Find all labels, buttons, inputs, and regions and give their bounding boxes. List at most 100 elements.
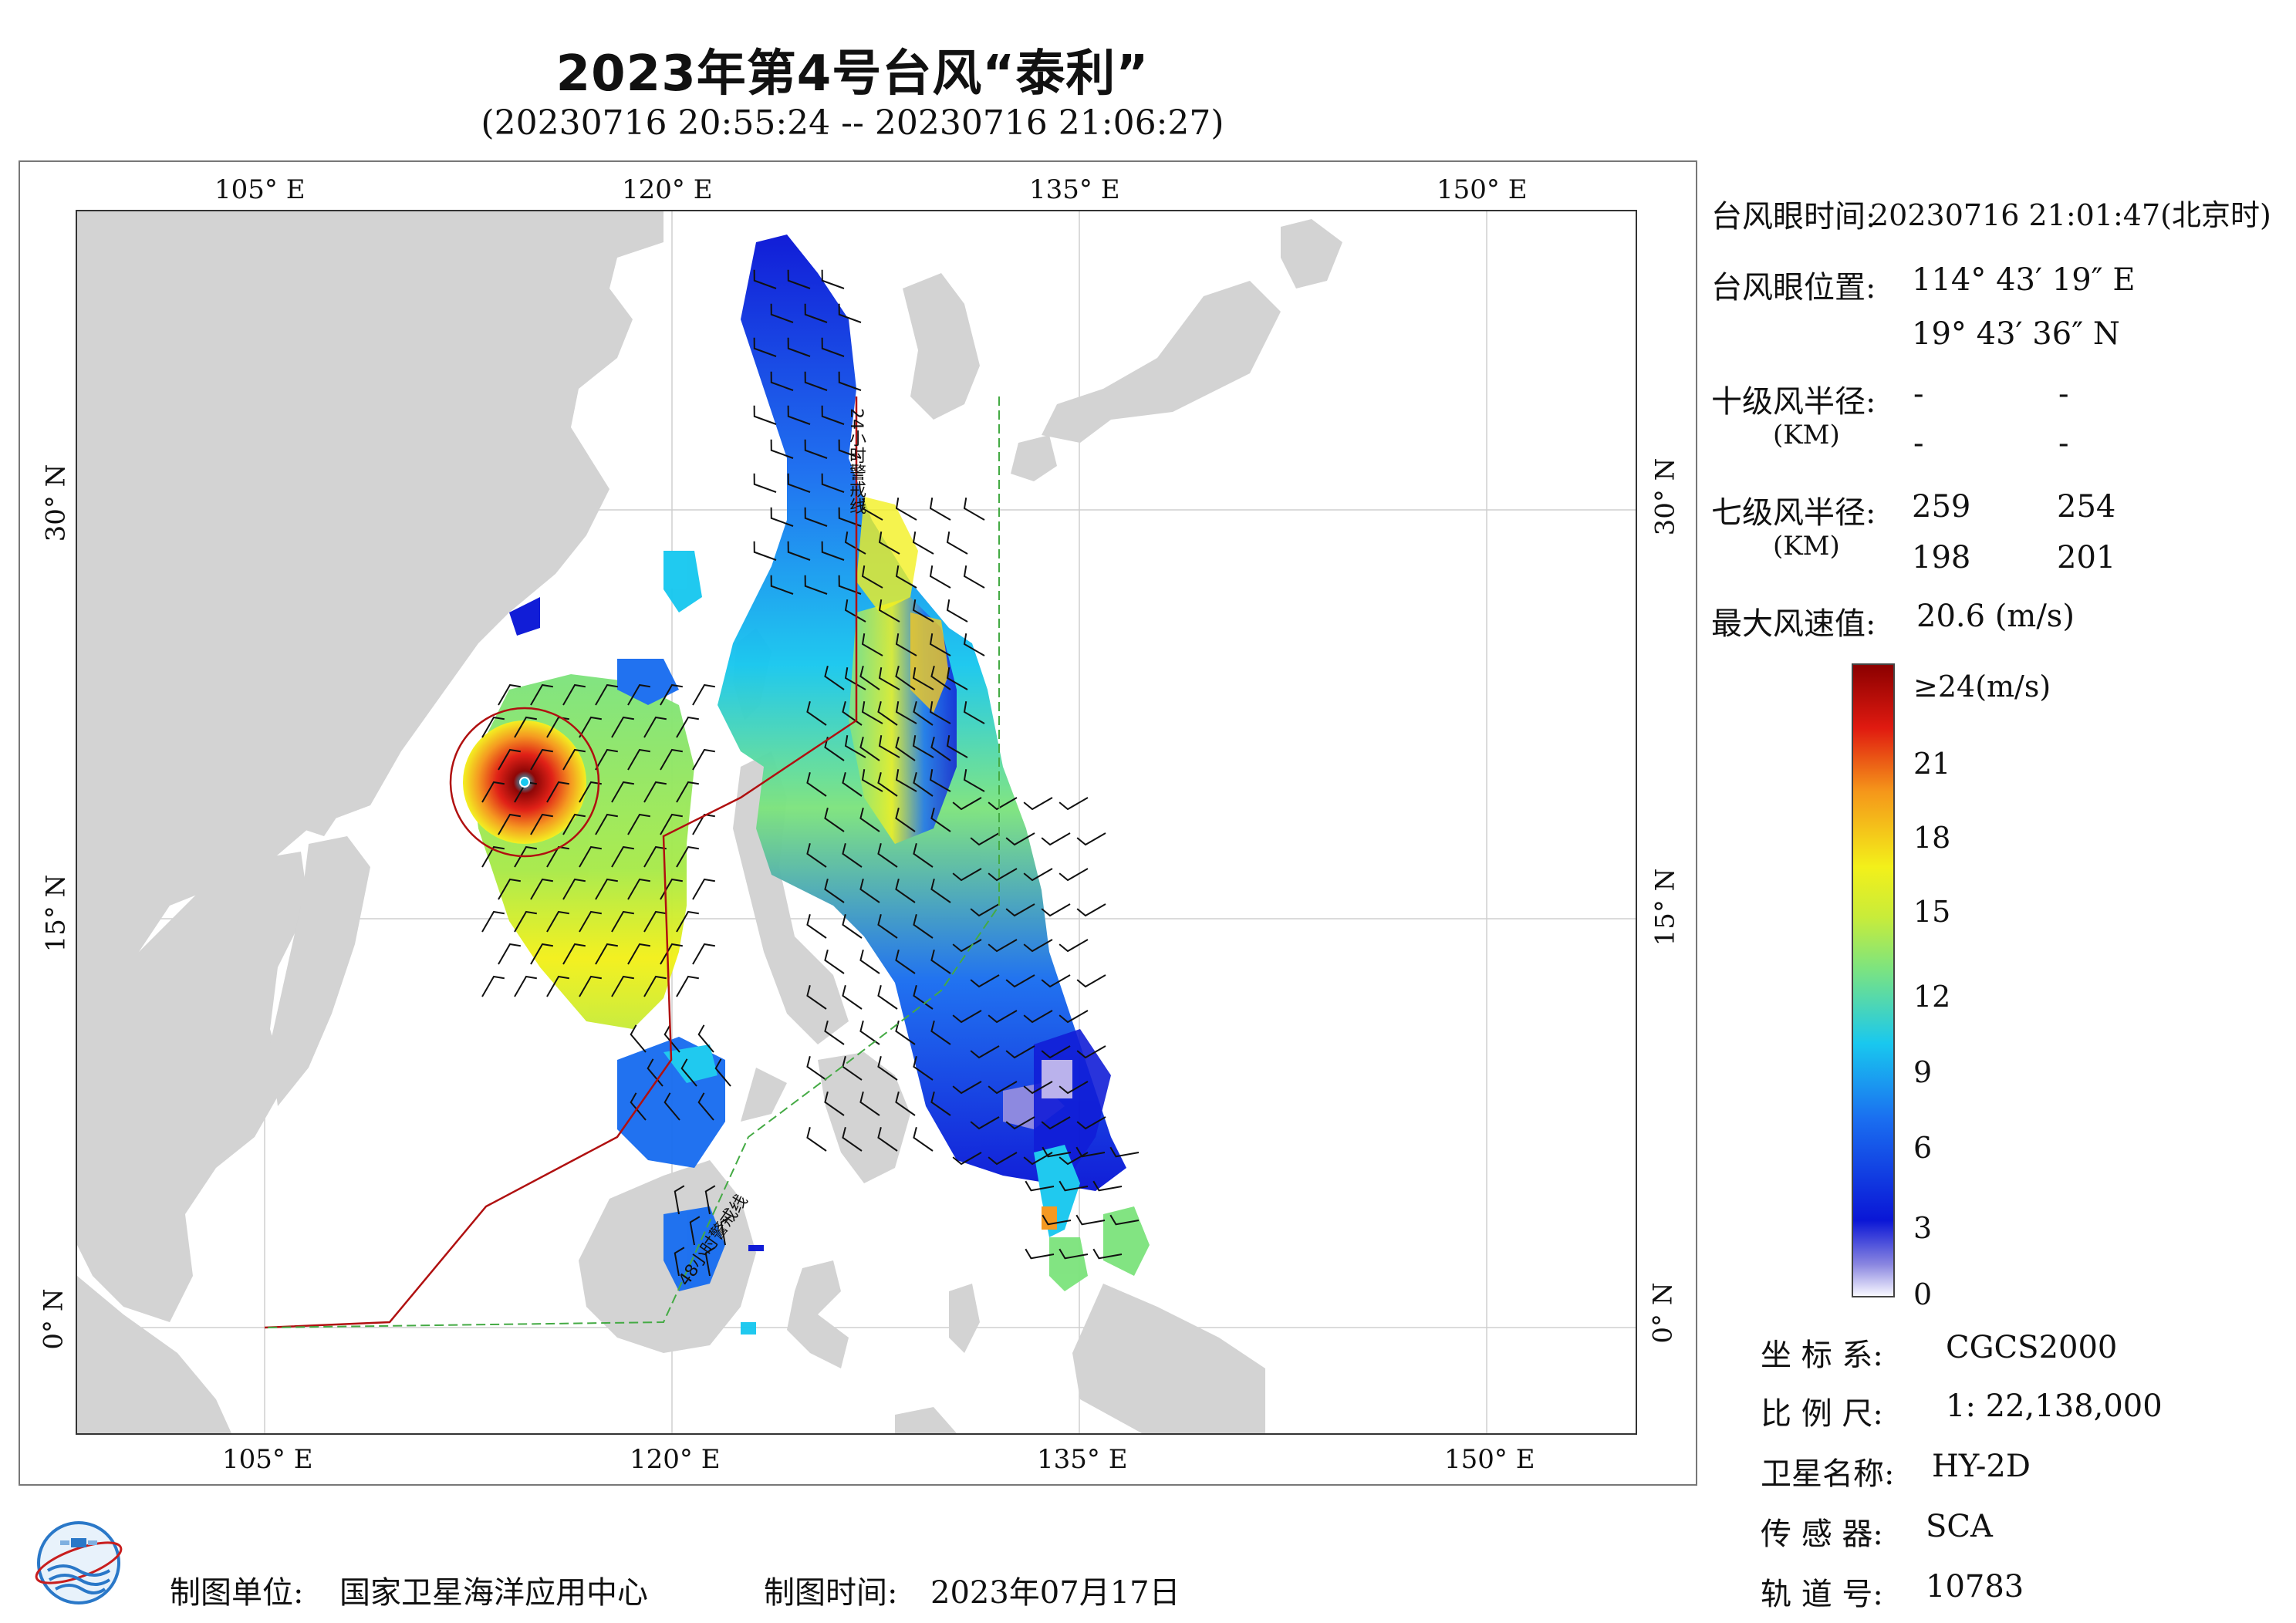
wind-barb xyxy=(838,371,862,391)
wind-barb xyxy=(970,1045,1000,1059)
wind-barb xyxy=(1076,1116,1106,1130)
colorbar-label-0: 0 xyxy=(1913,1277,1933,1311)
wind-barb xyxy=(1023,1081,1053,1095)
wind-barb xyxy=(611,716,634,738)
wind-barb xyxy=(562,748,586,771)
wind-barb xyxy=(824,949,845,974)
wind-barb xyxy=(1023,939,1053,953)
wind-barb xyxy=(530,943,553,965)
eye-time-value: 20230716 21:01:47(北京时) xyxy=(1870,198,2271,232)
wind-barb xyxy=(770,303,794,323)
wind-barb xyxy=(643,716,667,738)
wind-barb xyxy=(877,913,898,939)
wind-barb xyxy=(1059,1081,1089,1095)
typhoon-eye-marker xyxy=(519,777,530,788)
wind-barb xyxy=(861,565,883,589)
wind-barb xyxy=(877,1126,898,1152)
wind-barbs xyxy=(481,269,1140,1277)
wind-barb xyxy=(878,531,900,555)
wind-barb xyxy=(895,807,916,832)
wind-barb xyxy=(498,683,521,706)
wind-barb xyxy=(806,913,827,939)
wind-barb xyxy=(946,735,968,758)
lon-tick-bottom-135: 135° E xyxy=(1037,1444,1128,1475)
wind-barb xyxy=(970,974,1000,988)
colorbar xyxy=(1852,663,1895,1297)
wind-barb xyxy=(963,701,985,724)
nsoas-logo xyxy=(32,1517,125,1609)
wind-barb xyxy=(988,1152,1018,1166)
wind-barb xyxy=(770,575,794,595)
wind-barb xyxy=(988,868,1018,882)
wind-barb xyxy=(660,878,683,900)
date-value: 2023年07月17日 xyxy=(930,1575,1180,1611)
wind-barb xyxy=(498,813,521,835)
eye-time-label: 台风眼时间: xyxy=(1711,199,1876,235)
producer-value: 国家卫星海洋应用中心 xyxy=(339,1575,648,1611)
colorbar-label-15: 15 xyxy=(1913,895,1951,929)
wind-barb xyxy=(498,943,521,965)
wind-barb xyxy=(1041,974,1071,988)
wind-barb xyxy=(643,781,667,803)
wind-barb xyxy=(514,716,537,738)
lon-tick-top-135: 135° E xyxy=(1029,174,1120,205)
wind-barb xyxy=(1076,832,1106,846)
map-subtitle: (20230716 20:55:24 -- 20230716 21:06:27) xyxy=(481,103,1224,143)
wind-barb xyxy=(1041,832,1071,846)
colorbar-label-9: 9 xyxy=(1913,1055,1933,1089)
wind-barb xyxy=(676,975,699,997)
wind-barb xyxy=(676,781,699,803)
wind-barb xyxy=(842,913,863,939)
wind-barb xyxy=(1005,832,1035,846)
wind-barb xyxy=(660,813,683,835)
wind-barb xyxy=(844,667,866,690)
wind-barb xyxy=(806,984,827,1010)
wind-barb xyxy=(1023,1010,1053,1024)
wind-barb xyxy=(930,949,951,974)
wind-barb xyxy=(643,975,667,997)
eye-lon-value: 114° 43′ 19″ E xyxy=(1912,262,2136,298)
wind-barb xyxy=(1023,797,1053,811)
max-wind-label: 最大风速值: xyxy=(1711,606,1876,642)
wind-barb xyxy=(878,667,900,690)
wind-barb xyxy=(1042,1146,1072,1158)
scale-label: 比 例 尺: xyxy=(1761,1396,1883,1432)
wind-barb xyxy=(530,748,553,771)
wind-barb xyxy=(579,910,602,933)
wind-barb xyxy=(579,845,602,868)
wind-barb xyxy=(787,541,811,561)
wind-barb xyxy=(530,683,553,706)
wind-barb xyxy=(970,1116,1000,1130)
wind-barb xyxy=(530,813,553,835)
wind-barb xyxy=(1041,903,1071,917)
colorbar-label-12: 12 xyxy=(1913,980,1951,1014)
wind-barb xyxy=(838,439,862,459)
wind-barb xyxy=(595,943,618,965)
colorbar-label-24: ≥24(m/s) xyxy=(1913,670,2051,704)
wind-barb xyxy=(630,1092,647,1121)
wind-barb xyxy=(929,769,951,792)
wind-barb xyxy=(806,771,827,797)
wind-barb xyxy=(1076,974,1106,988)
wind-barb xyxy=(913,984,934,1010)
colorbar-label-18: 18 xyxy=(1913,821,1951,855)
wind-barb xyxy=(861,633,883,656)
wind-barb xyxy=(663,1024,680,1053)
producer-label: 制图单位: xyxy=(170,1575,304,1611)
wind-barb xyxy=(895,736,916,761)
map-title: 2023年第4号台风“泰利” xyxy=(555,46,1150,103)
wind-barb xyxy=(824,807,845,832)
wind-barb xyxy=(913,1126,934,1152)
lon-tick-bottom-150: 150° E xyxy=(1444,1444,1535,1475)
wind-barb xyxy=(913,842,934,868)
wind-barb xyxy=(595,813,618,835)
wind-barb xyxy=(530,878,553,900)
wind-barb xyxy=(562,683,586,706)
wind-barb xyxy=(821,541,845,561)
lat-tick-right-0: 0° N xyxy=(1647,1282,1679,1344)
wind-barb xyxy=(877,1055,898,1081)
wind-barb xyxy=(838,507,862,527)
wind-barb xyxy=(859,807,880,832)
wind-barb xyxy=(1041,1116,1071,1130)
lat-tick-left-15: 15° N xyxy=(40,874,72,953)
